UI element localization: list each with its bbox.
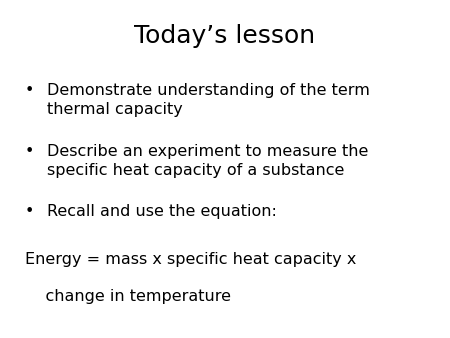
Text: •: • [25,144,34,159]
Text: Energy = mass x specific heat capacity x: Energy = mass x specific heat capacity x [25,252,356,267]
Text: Describe an experiment to measure the
specific heat capacity of a substance: Describe an experiment to measure the sp… [47,144,369,178]
Text: Demonstrate understanding of the term
thermal capacity: Demonstrate understanding of the term th… [47,83,370,117]
Text: Today’s lesson: Today’s lesson [135,24,315,48]
Text: change in temperature: change in temperature [25,289,231,304]
Text: •: • [25,204,34,219]
Text: Recall and use the equation:: Recall and use the equation: [47,204,277,219]
Text: •: • [25,83,34,98]
